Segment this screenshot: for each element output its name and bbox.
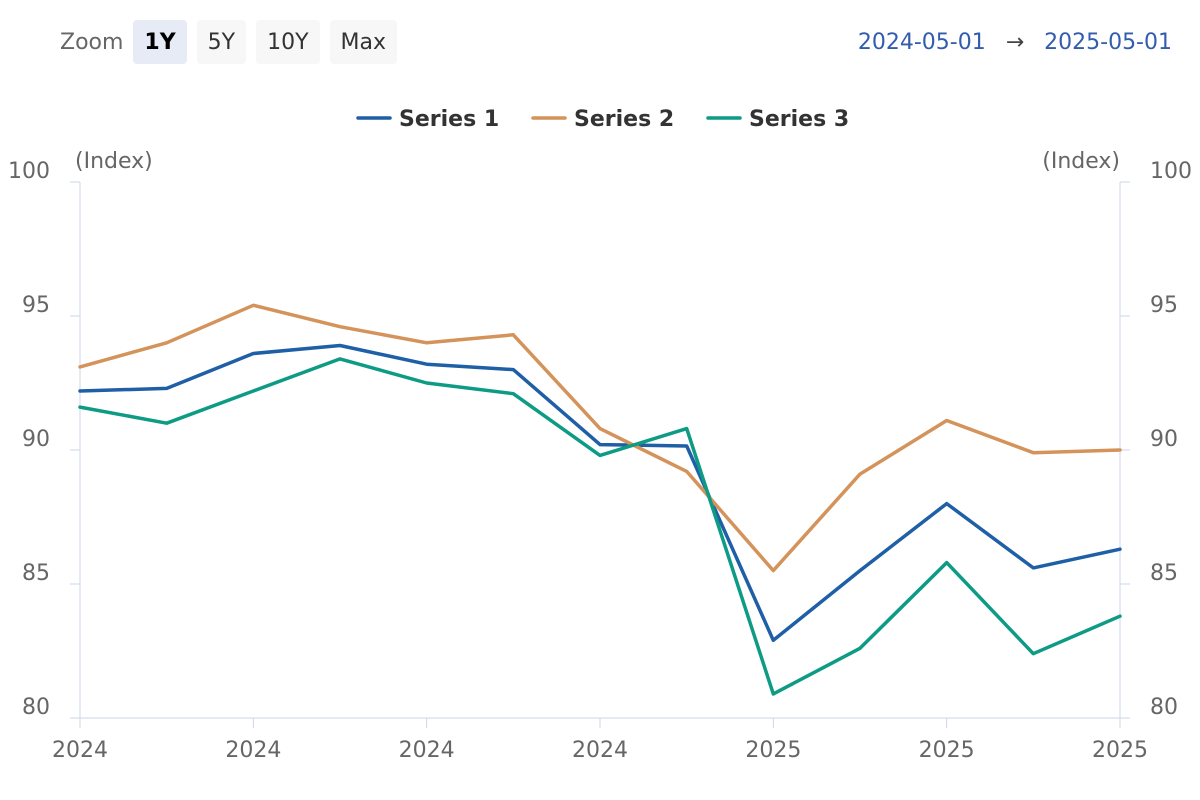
y-tick-label-right: 90 (1150, 427, 1178, 452)
zoom-10y-button[interactable]: 10Y (256, 20, 320, 64)
zoom-max-button[interactable]: Max (329, 20, 398, 64)
y-tick-label-right: 95 (1150, 293, 1178, 318)
series-line-1 (78, 343, 1122, 643)
y-tick-label-right: 100 (1150, 159, 1192, 184)
range-to-date[interactable]: 2025-05-01 (1044, 29, 1172, 55)
y-axis-unit-right: (Index) (1042, 149, 1120, 174)
y-tick-label-left: 80 (22, 695, 50, 720)
y-tick-label-right: 80 (1150, 695, 1178, 720)
legend-label-1: Series 1 (399, 107, 499, 132)
y-tick-label-left: 100 (8, 159, 50, 184)
x-tick-label: 2024 (572, 738, 628, 763)
range-from-date[interactable]: 2024-05-01 (857, 29, 986, 55)
date-range: 2024-05-01 → 2025-05-01 (858, 20, 1172, 64)
y-tick-label-left: 90 (22, 427, 50, 452)
legend-label-3: Series 3 (749, 107, 849, 132)
x-tick-label: 2025 (919, 738, 975, 763)
zoom-1y-button[interactable]: 1Y (133, 20, 187, 64)
zoom-toolbar: Zoom 1Y 5Y 10Y Max (60, 20, 407, 64)
x-tick-label: 2024 (52, 738, 108, 763)
y-tick-label-right: 85 (1150, 561, 1178, 586)
series-line-2 (78, 303, 1122, 573)
x-tick-label: 2024 (225, 738, 281, 763)
y-tick-label-left: 95 (22, 293, 50, 318)
range-arrow-icon: → (1005, 29, 1025, 55)
x-tick-label: 2025 (745, 738, 801, 763)
y-axis-unit-left: (Index) (75, 149, 153, 174)
legend-label-2: Series 2 (574, 107, 674, 132)
series-line-3 (78, 357, 1122, 696)
x-tick-label: 2024 (399, 738, 455, 763)
zoom-5y-button[interactable]: 5Y (196, 20, 247, 64)
y-tick-label-left: 85 (22, 561, 50, 586)
zoom-label: Zoom (60, 29, 124, 55)
x-tick-label: 2025 (1092, 738, 1148, 763)
